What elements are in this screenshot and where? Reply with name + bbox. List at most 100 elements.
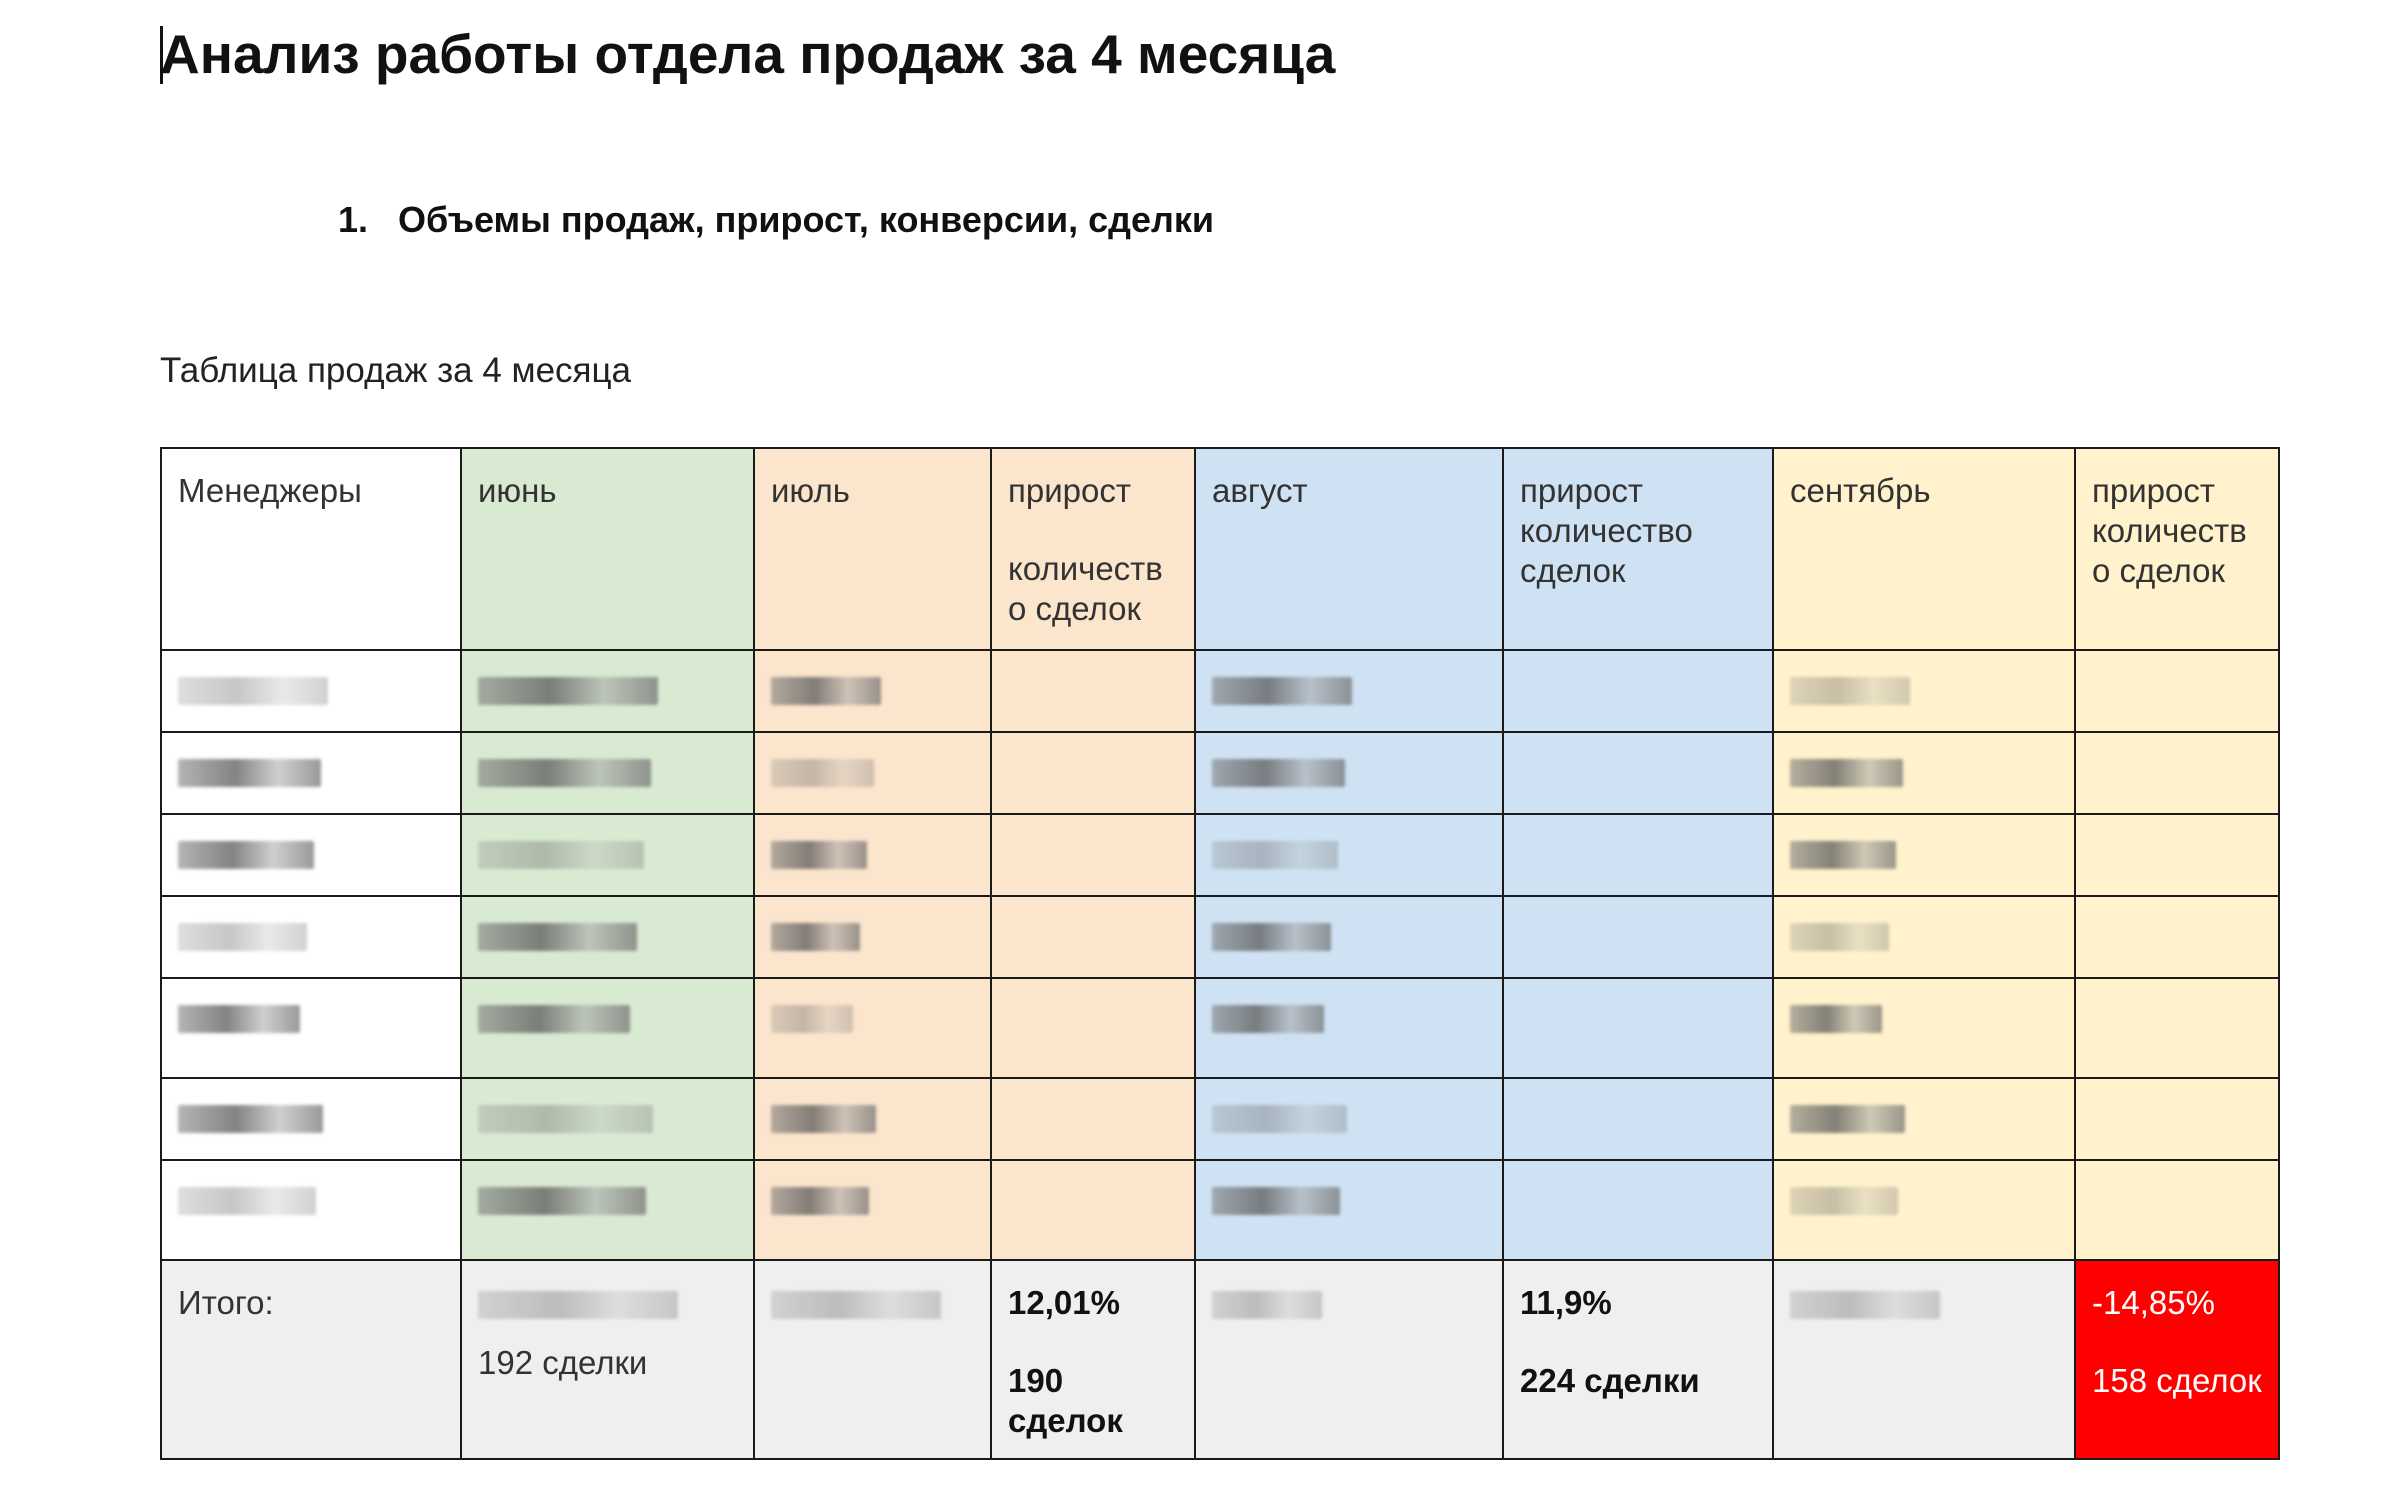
header-september[interactable]: сентябрь <box>1772 447 2076 651</box>
table-cell[interactable] <box>753 977 992 1079</box>
table-cell[interactable] <box>2074 977 2280 1079</box>
table-cell[interactable] <box>990 649 1196 733</box>
table-cell[interactable] <box>1194 1159 1504 1261</box>
table-cell[interactable] <box>160 731 462 815</box>
table-row <box>160 649 2280 733</box>
table-cell[interactable] <box>1502 977 1774 1079</box>
table-cell[interactable] <box>990 1077 1196 1161</box>
table-cell[interactable] <box>2074 1159 2280 1261</box>
table-cell[interactable] <box>1502 731 1774 815</box>
table-row <box>160 977 2280 1079</box>
table-row <box>160 1159 2280 1261</box>
table-cell[interactable] <box>2074 895 2280 979</box>
text-cursor <box>160 26 163 84</box>
totals-growth-july[interactable]: 12,01% 190 сделок <box>990 1259 1196 1460</box>
table-cell[interactable] <box>990 1159 1196 1261</box>
table-cell[interactable] <box>460 1159 755 1261</box>
table-cell[interactable] <box>160 895 462 979</box>
table-cell[interactable] <box>460 813 755 897</box>
table-row <box>160 895 2280 979</box>
redacted-value <box>1790 759 1903 788</box>
header-growth-july-line2: количеств о сделок <box>1008 550 1163 627</box>
table-cell[interactable] <box>753 895 992 979</box>
table-cell[interactable] <box>1772 649 2076 733</box>
table-cell[interactable] <box>160 649 462 733</box>
table-cell[interactable] <box>1772 977 2076 1079</box>
header-growth-august[interactable]: прирост количество сделок <box>1502 447 1774 651</box>
table-cell[interactable] <box>460 895 755 979</box>
sales-table[interactable]: Менеджеры июнь июль прирост количеств о … <box>160 447 2280 1460</box>
table-cell[interactable] <box>1502 895 1774 979</box>
document-title[interactable]: Анализ работы отдела продаж за 4 месяца <box>160 23 1336 85</box>
table-cell[interactable] <box>160 977 462 1079</box>
table-row <box>160 1077 2280 1161</box>
redacted-value <box>478 841 644 870</box>
totals-growth-august-deals: 224 сделки <box>1520 1362 1700 1399</box>
table-cell[interactable] <box>1772 731 2076 815</box>
table-cell[interactable] <box>753 813 992 897</box>
section-title: Объемы продаж, прирост, конверсии, сделк… <box>398 199 1215 240</box>
header-growth-july-line1: прирост <box>1008 472 1131 509</box>
table-cell[interactable] <box>1502 649 1774 733</box>
table-cell[interactable] <box>753 731 992 815</box>
totals-august[interactable] <box>1194 1259 1504 1460</box>
totals-september[interactable] <box>1772 1259 2076 1460</box>
table-cell[interactable] <box>753 649 992 733</box>
totals-row: Итого: 192 сделки 12,01% 190 сделок 11,9… <box>160 1259 2280 1460</box>
table-cell[interactable] <box>1194 731 1504 815</box>
table-cell[interactable] <box>1194 649 1504 733</box>
table-cell[interactable] <box>1194 1077 1504 1161</box>
header-managers[interactable]: Менеджеры <box>160 447 462 651</box>
table-cell[interactable] <box>990 895 1196 979</box>
header-july[interactable]: июль <box>753 447 992 651</box>
table-cell[interactable] <box>990 813 1196 897</box>
table-cell[interactable] <box>160 1159 462 1261</box>
table-cell[interactable] <box>1772 895 2076 979</box>
redacted-value <box>478 1105 653 1134</box>
totals-growth-september-deals: 158 сделок <box>2092 1362 2262 1399</box>
table-cell[interactable] <box>160 813 462 897</box>
table-cell[interactable] <box>753 1159 992 1261</box>
table-cell[interactable] <box>1194 977 1504 1079</box>
table-cell[interactable] <box>1502 813 1774 897</box>
redacted-value <box>1790 1105 1905 1134</box>
totals-growth-august[interactable]: 11,9% 224 сделки <box>1502 1259 1774 1460</box>
table-cell[interactable] <box>1772 1159 2076 1261</box>
table-cell[interactable] <box>1194 895 1504 979</box>
redacted-value <box>478 677 658 706</box>
header-growth-july[interactable]: прирост количеств о сделок <box>990 447 1196 651</box>
table-cell[interactable] <box>460 1077 755 1161</box>
table-cell[interactable] <box>1194 813 1504 897</box>
redacted-value <box>1212 841 1338 870</box>
header-august[interactable]: август <box>1194 447 1504 651</box>
totals-july[interactable] <box>753 1259 992 1460</box>
section-heading[interactable]: 1. Объемы продаж, прирост, конверсии, сд… <box>338 196 1214 244</box>
redacted-value <box>178 677 328 706</box>
table-cell[interactable] <box>2074 731 2280 815</box>
table-cell[interactable] <box>2074 813 2280 897</box>
table-cell[interactable] <box>2074 1077 2280 1161</box>
table-cell[interactable] <box>2074 649 2280 733</box>
table-cell[interactable] <box>990 731 1196 815</box>
totals-growth-september[interactable]: -14,85% 158 сделок <box>2074 1259 2280 1460</box>
table-cell[interactable] <box>460 977 755 1079</box>
redacted-value <box>1212 1291 1322 1320</box>
totals-june[interactable]: 192 сделки <box>460 1259 755 1460</box>
table-cell[interactable] <box>1502 1077 1774 1161</box>
redacted-value <box>478 1005 630 1034</box>
table-cell[interactable] <box>1772 1077 2076 1161</box>
table-caption[interactable]: Таблица продаж за 4 месяца <box>160 351 632 390</box>
section-number: 1. <box>338 199 369 240</box>
table-cell[interactable] <box>1772 813 2076 897</box>
redacted-value <box>178 1105 323 1134</box>
redacted-value <box>178 759 321 788</box>
table-cell[interactable] <box>1502 1159 1774 1261</box>
table-cell[interactable] <box>160 1077 462 1161</box>
table-cell[interactable] <box>990 977 1196 1079</box>
header-growth-september[interactable]: прирост количеств о сделок <box>2074 447 2280 651</box>
table-cell[interactable] <box>753 1077 992 1161</box>
totals-label[interactable]: Итого: <box>160 1259 462 1460</box>
table-cell[interactable] <box>460 649 755 733</box>
header-june[interactable]: июнь <box>460 447 755 651</box>
table-cell[interactable] <box>460 731 755 815</box>
